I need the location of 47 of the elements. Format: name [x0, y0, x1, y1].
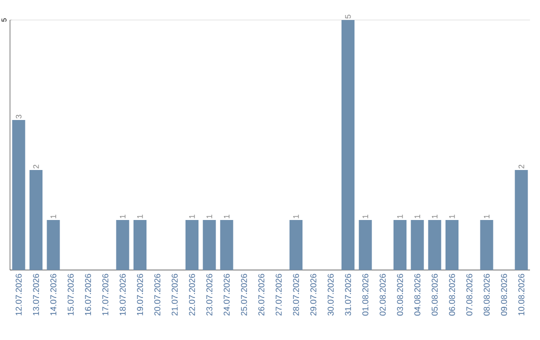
x-tick-label: 26.07.2026: [258, 274, 264, 316]
bar: [480, 220, 494, 270]
x-tick-label: 13.07.2026: [33, 274, 39, 316]
bar: [116, 220, 130, 270]
x-tick-label: 28.07.2026: [293, 274, 299, 316]
bar: [46, 220, 60, 270]
bar: [186, 220, 198, 270]
bar: [358, 220, 372, 270]
x-tick-label: 25.07.2026: [241, 274, 247, 316]
x-tick-label: 05.08.2026: [432, 274, 438, 316]
bar: [30, 170, 42, 270]
x-tick-label: 18.07.2026: [120, 274, 126, 316]
bar: [220, 220, 234, 270]
x-tick-label: 12.07.2026: [16, 274, 22, 316]
x-tick-label: 01.08.2026: [362, 274, 368, 316]
x-tick-label: 21.07.2026: [172, 274, 178, 316]
x-tick-label: 08.08.2026: [484, 274, 490, 316]
x-tick-label: 23.07.2026: [206, 274, 212, 316]
x-tick-label: 16.07.2026: [85, 274, 91, 316]
bar: [134, 220, 146, 270]
x-tick-label: 24.07.2026: [224, 274, 230, 316]
x-tick-label: 14.07.2026: [50, 274, 56, 316]
bar: [12, 120, 26, 270]
x-tick-label: 09.08.2026: [501, 274, 507, 316]
x-tick-label: 10.08.2026: [518, 274, 524, 316]
bar: [410, 220, 424, 270]
bar: [394, 220, 407, 270]
x-tick-label: 22.07.2026: [189, 274, 195, 316]
bar: [290, 220, 302, 270]
x-tick-label: 04.08.2026: [414, 274, 420, 316]
x-tick-label: 30.07.2026: [328, 274, 334, 316]
x-tick-label: 19.07.2026: [137, 274, 143, 316]
x-tick-label: 20.07.2026: [154, 274, 160, 316]
bar: [428, 220, 442, 270]
x-tick-label: 03.08.2026: [397, 274, 403, 316]
bar: [202, 220, 216, 270]
x-tick-label: 27.07.2026: [276, 274, 282, 316]
x-tick-label: 06.08.2026: [449, 274, 455, 316]
bar: [446, 220, 459, 270]
x-tick-label: 31.07.2026: [345, 274, 351, 316]
x-tick-label: 02.08.2026: [380, 274, 386, 316]
bar: [342, 20, 355, 270]
x-tick-label: 29.07.2026: [310, 274, 316, 316]
x-tick-label: 17.07.2026: [102, 274, 108, 316]
x-tick-label: 07.08.2026: [466, 274, 472, 316]
x-tick-label: 15.07.2026: [68, 274, 74, 316]
bar: [514, 170, 528, 270]
